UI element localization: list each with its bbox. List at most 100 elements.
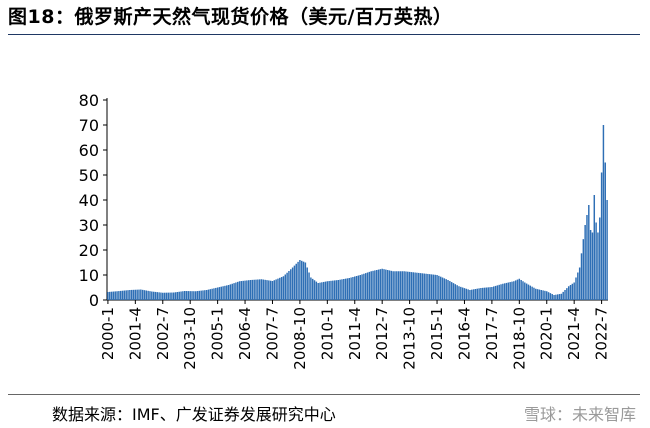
x-axis: 2000-1 2001-4 2002-7 2003-10 2005-1 2006-4 200…: [99, 299, 611, 370]
bar: [588, 205, 590, 300]
bar: [569, 285, 572, 300]
bar: [385, 269, 387, 300]
bar: [247, 280, 250, 300]
bar: [414, 272, 416, 300]
bar: [520, 280, 522, 300]
bar: [138, 289, 140, 300]
bar: [430, 274, 433, 300]
bar: [536, 289, 539, 300]
bar: [295, 263, 297, 300]
bar: [355, 276, 358, 300]
bar: [273, 280, 276, 300]
bar: [207, 289, 210, 300]
bar: [575, 277, 577, 300]
bar: [297, 261, 299, 300]
bar: [496, 285, 499, 300]
y-tick-label: 80: [79, 91, 99, 110]
bar: [335, 280, 338, 300]
y-tick-label: 70: [79, 116, 99, 135]
bar: [344, 278, 347, 300]
bar: [211, 288, 213, 300]
bar: [502, 283, 504, 300]
bar: [352, 277, 354, 300]
bar: [363, 273, 365, 300]
bar: [271, 281, 274, 300]
bar: [339, 279, 341, 300]
bar: [311, 278, 314, 300]
bar: [176, 292, 179, 300]
bar: [586, 215, 588, 300]
bar: [301, 260, 303, 300]
bar: [396, 271, 398, 300]
bar: [599, 217, 601, 300]
bar: [549, 293, 552, 300]
bar: [388, 270, 391, 300]
x-tick-label: 2008-10: [291, 307, 309, 370]
x-tick-label: 2012-7: [373, 307, 391, 360]
bar: [401, 271, 404, 300]
bar: [460, 286, 462, 300]
bar: [364, 273, 367, 300]
bar: [469, 290, 471, 300]
bar: [522, 281, 524, 300]
bar: [354, 276, 356, 300]
bar: [341, 279, 343, 300]
bar: [324, 281, 327, 300]
bar: [487, 287, 489, 300]
bar: [379, 269, 382, 300]
bar: [357, 275, 360, 300]
bar: [602, 125, 605, 300]
bar: [513, 281, 515, 300]
bar: [180, 291, 182, 300]
bar: [478, 288, 480, 300]
bar: [439, 276, 442, 300]
bar: [436, 275, 438, 300]
bar: [266, 280, 268, 300]
bar: [533, 287, 535, 300]
bar: [173, 292, 175, 300]
bar: [525, 283, 528, 300]
title-divider: [8, 34, 640, 35]
bar: [343, 279, 345, 300]
bar: [564, 290, 566, 300]
bar: [112, 291, 115, 300]
bar: [381, 268, 383, 300]
bar: [125, 290, 127, 300]
bar: [151, 291, 153, 300]
bar: [114, 291, 116, 300]
bar: [492, 286, 495, 300]
x-tick-label: 2020-1: [538, 307, 556, 360]
bar: [591, 232, 594, 300]
bar: [578, 267, 581, 300]
bar: [174, 292, 177, 300]
bar: [394, 271, 396, 300]
bar: [580, 253, 583, 300]
bar: [304, 262, 307, 300]
bar: [216, 287, 219, 300]
bar: [450, 282, 453, 300]
bar: [222, 286, 224, 300]
y-tick-label: 0: [89, 291, 99, 310]
bar: [584, 225, 586, 300]
bar: [597, 232, 599, 300]
bar: [397, 271, 400, 300]
bar: [368, 271, 371, 300]
bar: [154, 291, 157, 300]
bar: [407, 271, 409, 300]
x-tick-label: 2000-1: [99, 307, 117, 360]
bar: [511, 281, 513, 300]
bar: [227, 285, 230, 300]
bar: [531, 286, 533, 300]
bar: [498, 284, 500, 300]
bar: [573, 282, 575, 300]
bar: [194, 291, 197, 300]
bar: [185, 291, 188, 300]
bar: [322, 281, 325, 300]
bar: [556, 294, 559, 300]
bar: [149, 291, 151, 300]
bar: [432, 274, 435, 300]
bar: [288, 271, 290, 300]
bar: [386, 270, 389, 300]
bar: [359, 275, 361, 300]
bar: [140, 289, 142, 300]
